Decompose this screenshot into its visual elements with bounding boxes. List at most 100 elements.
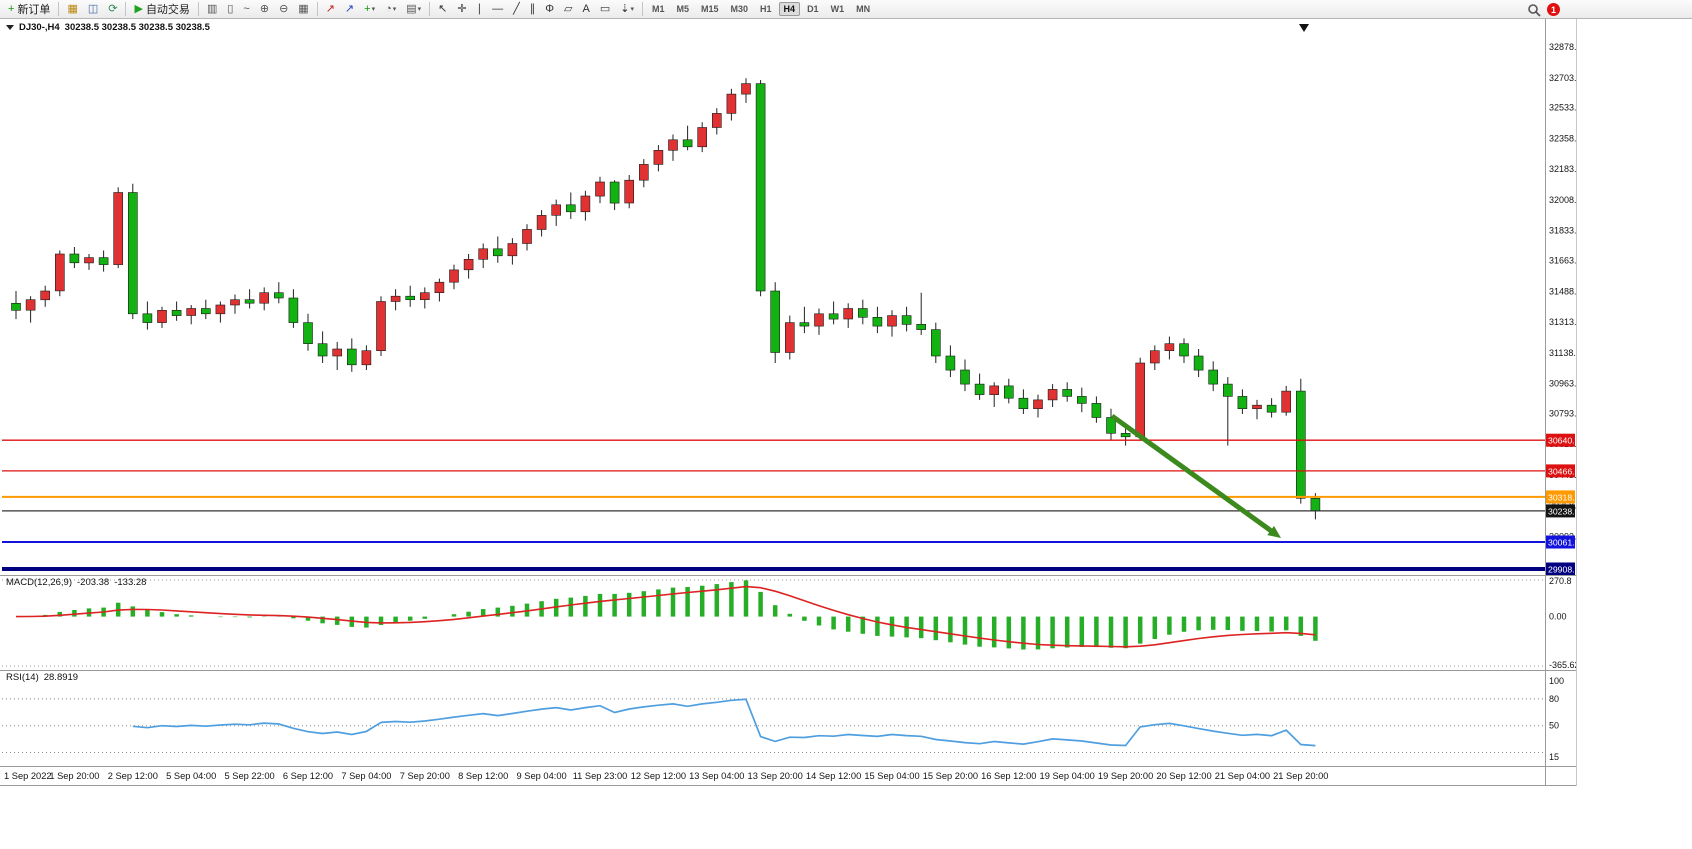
candle: [317, 343, 328, 357]
candle: [1296, 390, 1306, 499]
market-watch-icon: ▦: [67, 3, 78, 15]
candle: [799, 322, 810, 327]
indicator-window-button[interactable]: ↗: [341, 0, 358, 18]
clock-icon: ◔: [385, 3, 392, 15]
candle: [536, 215, 547, 230]
crosshair-button[interactable]: ✛: [453, 0, 470, 18]
rsi-axis-label: 15: [1549, 752, 1559, 762]
candle: [784, 322, 795, 353]
zoom-out-icon: ⊖: [279, 3, 289, 15]
macd-label: MACD(12,26,9) -203.38 -133.28: [6, 577, 146, 588]
trend-arrow[interactable]: [1110, 413, 1276, 535]
chevron-down-icon: ▾: [630, 6, 634, 13]
shapes-button[interactable]: ▱: [560, 0, 576, 18]
candle: [1179, 343, 1189, 357]
tile-windows-button[interactable]: ▦: [294, 0, 312, 18]
symbol-dropdown-icon[interactable]: [6, 25, 14, 30]
candle: [142, 313, 153, 323]
price-marker-badge: [1546, 535, 1575, 549]
text-tool-button[interactable]: A: [578, 0, 593, 18]
candle: [288, 297, 299, 323]
vertical-line-button[interactable]: ∣: [473, 0, 487, 18]
price-chart-canvas[interactable]: 32878.0 32703.0 32533.0 32358.0 32183.0 32008…: [0, 19, 1577, 786]
candle: [1193, 355, 1204, 371]
zoom-out-button[interactable]: ⊖: [275, 0, 292, 18]
trendline-button[interactable]: ╱: [509, 0, 524, 18]
macd-axis-label: 0.00: [1549, 612, 1567, 622]
time-axis-label: 15 Sep 04:00: [864, 771, 919, 781]
macd-axis-label: 270.8: [1549, 576, 1572, 586]
arrows-tool-button[interactable]: ⇣ ▾: [616, 0, 638, 18]
add-indicator-icon: +: [364, 3, 371, 15]
auto-trading-button-label: 自动交易: [145, 4, 190, 16]
candle: [1003, 385, 1014, 399]
candlestick-icon: ▯: [227, 3, 234, 15]
candle: [1223, 383, 1233, 397]
new-order-button[interactable]: + 新订单: [4, 0, 54, 18]
new-order-button-label: 新订单: [17, 4, 51, 16]
toolbar-separator: [641, 2, 643, 16]
candle: [113, 192, 123, 265]
candle: [84, 257, 94, 264]
candle: [492, 248, 503, 257]
indicators-button[interactable]: ↗: [322, 0, 339, 18]
price-axis-label: 31663.0: [1549, 256, 1577, 266]
rsi-line: [132, 698, 1316, 747]
zoom-in-button[interactable]: ⊕: [256, 0, 273, 18]
line-chart-button[interactable]: ~: [239, 0, 253, 18]
price-marker-text: 29908.0: [1548, 565, 1577, 575]
time-axis-label: 12 Sep 12:00: [631, 771, 686, 781]
channel-button[interactable]: ∥: [526, 0, 540, 18]
search-icon[interactable]: [1527, 3, 1541, 17]
price-axis-label: 30793.0: [1549, 408, 1577, 418]
time-axis-label: 9 Sep 04:00: [517, 771, 567, 781]
candle: [186, 308, 196, 316]
timeframe-W1[interactable]: W1: [830, 4, 845, 14]
time-axis-label: 19 Sep 20:00: [1098, 771, 1153, 781]
price-axis-label: 32008.0: [1549, 195, 1577, 205]
crosshair-icon: ✛: [457, 3, 467, 15]
timeframe-MN[interactable]: MN: [856, 4, 871, 14]
candle: [463, 259, 474, 271]
timeframe-H4[interactable]: H4: [778, 2, 801, 16]
cursor-button[interactable]: ↖: [434, 0, 451, 18]
candle: [1091, 403, 1102, 418]
rsi-name: RSI(14): [6, 672, 39, 683]
templates-button[interactable]: ▤ ▾: [402, 0, 425, 18]
rsi-label: RSI(14) 28.8919: [6, 672, 78, 683]
periods-button[interactable]: ◔ ▾: [381, 0, 400, 18]
market-watch-button[interactable]: ▦: [63, 0, 81, 18]
add-indicator-button[interactable]: + ▾: [360, 0, 379, 18]
horizontal-line-button[interactable]: —: [488, 0, 507, 18]
timeframe-D1[interactable]: D1: [807, 4, 819, 14]
data-window-button[interactable]: ◫: [84, 0, 102, 18]
time-axis-label: 19 Sep 04:00: [1040, 771, 1095, 781]
timeframe-M1[interactable]: M1: [651, 4, 665, 14]
candlestick-chart-button[interactable]: ▯: [223, 0, 237, 18]
new-order-icon: +: [8, 3, 15, 15]
notification-badge[interactable]: 1: [1547, 3, 1560, 16]
chart-shift-marker[interactable]: [1299, 24, 1309, 32]
zoom-in-icon: ⊕: [259, 3, 270, 15]
auto-trading-button[interactable]: ▶ 自动交易: [130, 0, 193, 18]
timeframe-M15[interactable]: M15: [701, 4, 719, 14]
timeframe-M30[interactable]: M30: [730, 4, 749, 14]
candle: [595, 181, 605, 197]
price-marker-text: 30238.5: [1548, 506, 1577, 516]
arrows-icon: ⇣: [620, 3, 630, 15]
fibonacci-icon: Φ: [545, 3, 555, 15]
candle: [1135, 362, 1145, 438]
chart-window[interactable]: 32878.0 32703.0 32533.0 32358.0 32183.0 32008…: [0, 19, 1577, 786]
fibonacci-button[interactable]: Φ: [541, 0, 558, 18]
navigator-button[interactable]: ⟳: [104, 0, 121, 18]
price-marker-badge: [1546, 464, 1575, 478]
timeframe-H1[interactable]: H1: [760, 4, 772, 14]
price-axis-label: 32183.0: [1549, 164, 1577, 174]
label-tool-button[interactable]: ▭: [596, 0, 614, 18]
timeframe-M5[interactable]: M5: [676, 4, 689, 14]
time-axis-label: 7 Sep 04:00: [341, 771, 391, 781]
bar-chart-button[interactable]: ▥: [203, 0, 221, 18]
chevron-down-icon: ▾: [417, 6, 422, 13]
candle: [755, 83, 766, 292]
macd-value-main: -203.38: [77, 577, 110, 588]
